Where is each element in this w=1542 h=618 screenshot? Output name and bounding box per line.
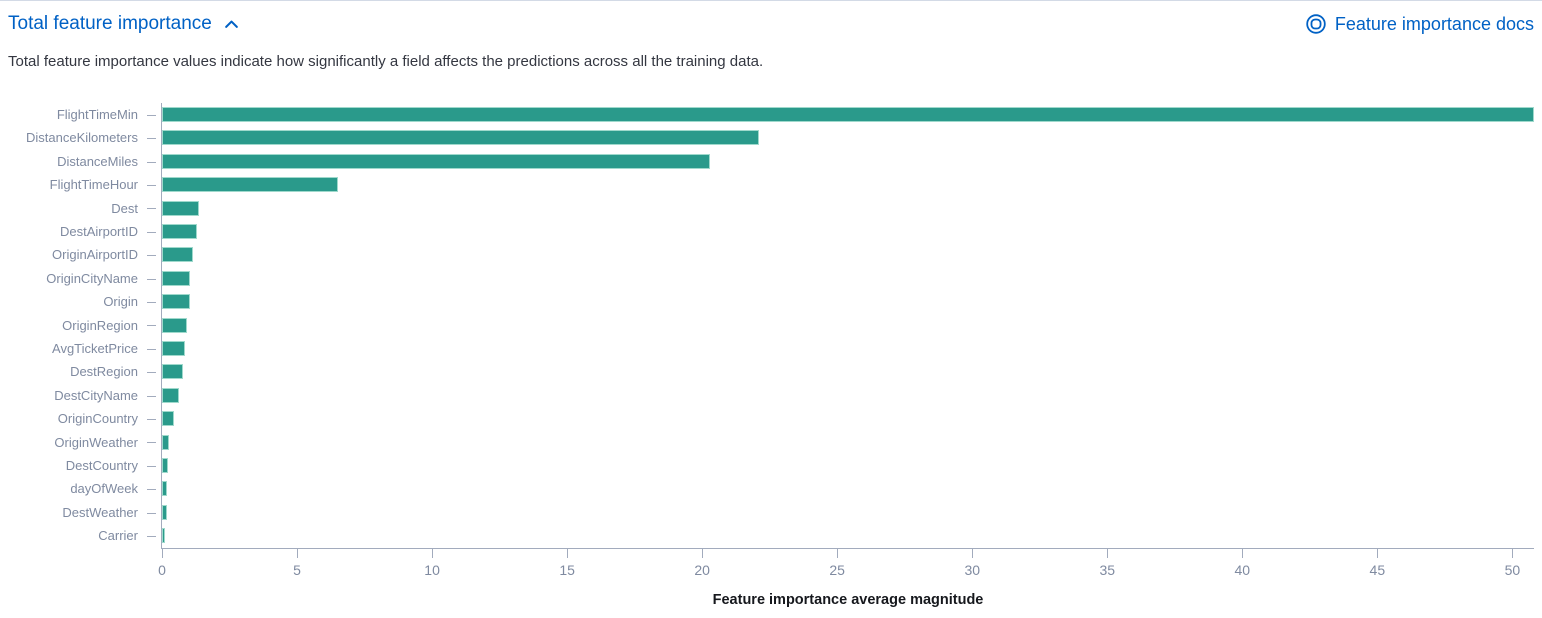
bar[interactable] bbox=[162, 270, 191, 286]
bar[interactable] bbox=[162, 107, 1534, 122]
y-axis-label: DestCityName bbox=[54, 387, 138, 403]
y-axis-tick bbox=[147, 138, 156, 140]
y-axis-label: DestAirportID bbox=[59, 224, 138, 239]
x-axis-tick-label: 30 bbox=[964, 562, 981, 578]
y-axis-tick bbox=[147, 512, 156, 514]
y-axis-tick bbox=[147, 255, 156, 257]
y-axis-tick bbox=[147, 184, 156, 186]
y-axis-tick bbox=[147, 161, 156, 163]
panel-description: Total feature importance values indicate… bbox=[8, 53, 764, 70]
y-axis-tick bbox=[147, 278, 156, 280]
x-axis-tick bbox=[1377, 549, 1379, 558]
bar[interactable] bbox=[162, 224, 198, 239]
y-axis-tick bbox=[147, 372, 156, 374]
bar[interactable] bbox=[162, 317, 188, 333]
x-axis-tick-label: 20 bbox=[694, 562, 710, 578]
section-toggle-link[interactable]: Total feature importance bbox=[8, 13, 241, 35]
x-axis-tick-label: 5 bbox=[293, 562, 301, 578]
y-axis-label: FlightTimeMin bbox=[56, 107, 138, 122]
help-lifebuoy-icon bbox=[1305, 13, 1327, 35]
bar[interactable] bbox=[162, 177, 338, 193]
y-axis-tick bbox=[147, 418, 156, 420]
y-axis-tick bbox=[147, 348, 156, 350]
bar[interactable] bbox=[162, 153, 711, 169]
x-axis-title: Feature importance average magnitude bbox=[712, 592, 984, 608]
x-axis-tick bbox=[1107, 549, 1109, 558]
y-axis-label: DestWeather bbox=[62, 504, 138, 520]
bar[interactable] bbox=[162, 364, 184, 380]
y-axis-tick bbox=[147, 301, 156, 303]
chevron-up-icon bbox=[222, 15, 241, 34]
x-axis-tick-label: 15 bbox=[559, 562, 575, 578]
y-axis-tick bbox=[147, 395, 156, 397]
bar[interactable] bbox=[162, 130, 759, 146]
panel-header: Total feature importance Feature importa… bbox=[8, 13, 1534, 35]
bar[interactable] bbox=[162, 411, 175, 427]
x-axis-tick bbox=[1242, 549, 1244, 558]
docs-link-label: Feature importance docs bbox=[1334, 13, 1534, 34]
y-axis-label: Carrier bbox=[98, 528, 138, 544]
x-axis-tick-label: 0 bbox=[158, 562, 166, 578]
x-axis-tick-label: 10 bbox=[424, 562, 440, 578]
bar[interactable] bbox=[162, 387, 180, 403]
x-axis-tick-label: 50 bbox=[1504, 562, 1521, 578]
feature-importance-chart: FlightTimeMin DistanceKilometers DistanceM… bbox=[0, 103, 1542, 613]
y-axis-tick bbox=[147, 325, 156, 327]
x-axis-line bbox=[161, 548, 1534, 549]
y-axis-label: DestCountry bbox=[65, 458, 138, 473]
y-axis-label: DestRegion bbox=[70, 364, 138, 380]
y-axis-label: Dest bbox=[111, 200, 138, 216]
y-axis-tick bbox=[147, 465, 156, 467]
x-axis-tick bbox=[702, 549, 704, 558]
y-axis-label: OriginCityName bbox=[46, 270, 138, 286]
y-axis-tick bbox=[147, 114, 156, 116]
y-axis-tick bbox=[147, 535, 156, 537]
x-axis-tick bbox=[972, 549, 974, 558]
y-axis-label: FlightTimeHour bbox=[49, 177, 138, 193]
bar[interactable] bbox=[162, 504, 167, 520]
bar[interactable] bbox=[162, 200, 199, 216]
x-axis-tick bbox=[1512, 549, 1514, 558]
x-axis-tick-label: 40 bbox=[1234, 562, 1251, 578]
y-axis-tick bbox=[147, 442, 156, 444]
x-axis-tick-label: 35 bbox=[1099, 562, 1116, 578]
bar[interactable] bbox=[162, 481, 168, 497]
x-axis-tick bbox=[162, 549, 163, 558]
y-axis-label: OriginWeather bbox=[54, 434, 138, 450]
x-axis-tick-label: 25 bbox=[829, 562, 845, 578]
y-axis-tick bbox=[147, 231, 156, 233]
panel-title: Total feature importance bbox=[8, 13, 212, 34]
y-axis-label: DistanceKilometers bbox=[26, 130, 138, 146]
y-axis-label: OriginAirportID bbox=[52, 247, 138, 263]
feature-importance-docs-link[interactable]: Feature importance docs bbox=[1305, 13, 1534, 35]
y-axis-label: DistanceMiles bbox=[57, 153, 138, 169]
x-axis-tick bbox=[297, 549, 299, 558]
y-axis-line bbox=[161, 103, 162, 549]
x-axis-tick bbox=[432, 549, 434, 558]
x-axis-tick bbox=[837, 549, 839, 558]
y-axis-label: OriginRegion bbox=[62, 317, 138, 333]
x-axis-tick-label: 45 bbox=[1369, 562, 1386, 578]
bar[interactable] bbox=[162, 294, 190, 310]
bar[interactable] bbox=[162, 458, 169, 473]
bar[interactable] bbox=[162, 434, 170, 450]
y-axis-label: OriginCountry bbox=[57, 411, 138, 427]
x-axis-tick bbox=[567, 549, 569, 558]
y-axis-label: dayOfWeek bbox=[70, 481, 138, 497]
y-axis-tick bbox=[147, 208, 156, 210]
bar[interactable] bbox=[162, 247, 194, 263]
y-axis-label: AvgTicketPrice bbox=[52, 341, 138, 356]
bar[interactable] bbox=[162, 341, 185, 356]
bar[interactable] bbox=[162, 528, 165, 544]
y-axis-label: Origin bbox=[103, 294, 138, 310]
y-axis-tick bbox=[147, 489, 156, 491]
